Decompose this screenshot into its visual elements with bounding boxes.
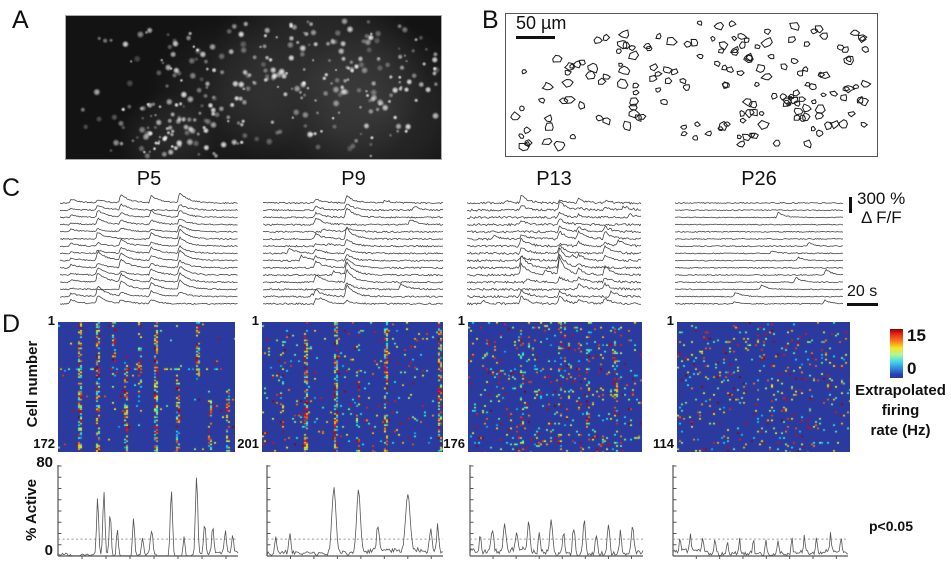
significance-label: p<0.05 (869, 518, 913, 534)
percent-active-plot-p13 (469, 465, 644, 559)
heatmap-p9-cell-count: 201 (237, 436, 259, 451)
percent-active-plot-p26 (672, 465, 849, 559)
calcium-traces-p9 (263, 195, 444, 306)
calcium-traces-p26 (675, 202, 843, 305)
age-title-p9: P9 (341, 168, 366, 190)
firing-rate-heatmap-p26 (677, 322, 850, 452)
age-title-p26: P26 (741, 168, 777, 190)
panel-c-label: C (2, 174, 21, 202)
percent-active-plot-p5 (57, 465, 239, 559)
panel-b-cell-outlines (510, 20, 872, 152)
time-scale-bar (847, 303, 878, 306)
cell-number-axis-label: Cell number (24, 340, 41, 428)
heatmap-p9-first-cell: 1 (251, 313, 259, 328)
colorbar-min: 0 (907, 359, 917, 378)
heatmap-p5-cell-count: 172 (33, 436, 55, 451)
amplitude-scale-value: 300 % (857, 189, 906, 208)
panel-b-label: B (482, 6, 499, 34)
amplitude-scale-unit: Δ F/F (861, 208, 902, 227)
percent-active-plot-p9 (266, 465, 444, 559)
calcium-traces-p13 (467, 194, 641, 306)
colorbar-title-line1: Extrapolated (855, 382, 946, 399)
active-axis-label: % Active (23, 479, 40, 541)
panel-a-fluorescence-image (65, 15, 442, 160)
heatmap-p13-first-cell: 1 (457, 313, 465, 328)
heatmap-p13-cell-count: 176 (443, 436, 465, 451)
colorbar-title-line2: firing (881, 402, 920, 419)
active-axis-max: 80 (36, 454, 53, 471)
time-scale-value: 20 s (847, 283, 878, 300)
panel-d-label: D (2, 310, 21, 338)
scale-bar-label: 50 µm (516, 13, 567, 33)
scale-bar-line (516, 36, 555, 39)
calcium-traces-p5 (60, 193, 238, 305)
age-title-p5: P5 (136, 168, 162, 190)
firing-rate-heatmap-p13 (468, 322, 642, 452)
colorbar-max: 15 (907, 326, 926, 345)
firing-rate-heatmap-p5 (58, 322, 235, 452)
heatmap-p5-first-cell: 1 (47, 313, 55, 328)
age-title-p13: P13 (536, 168, 572, 190)
panel-a-label: A (12, 6, 29, 34)
amplitude-scale-bar (849, 197, 852, 213)
panel-b-cell-map-frame (505, 13, 878, 157)
colorbar-title-line3: rate (Hz) (870, 422, 931, 439)
heatmap-p26-cell-count: 114 (653, 436, 674, 451)
active-axis-min: 0 (44, 542, 53, 559)
colorbar (890, 329, 903, 378)
firing-rate-heatmap-p9 (262, 322, 443, 452)
heatmap-p26-first-cell: 1 (666, 313, 674, 328)
